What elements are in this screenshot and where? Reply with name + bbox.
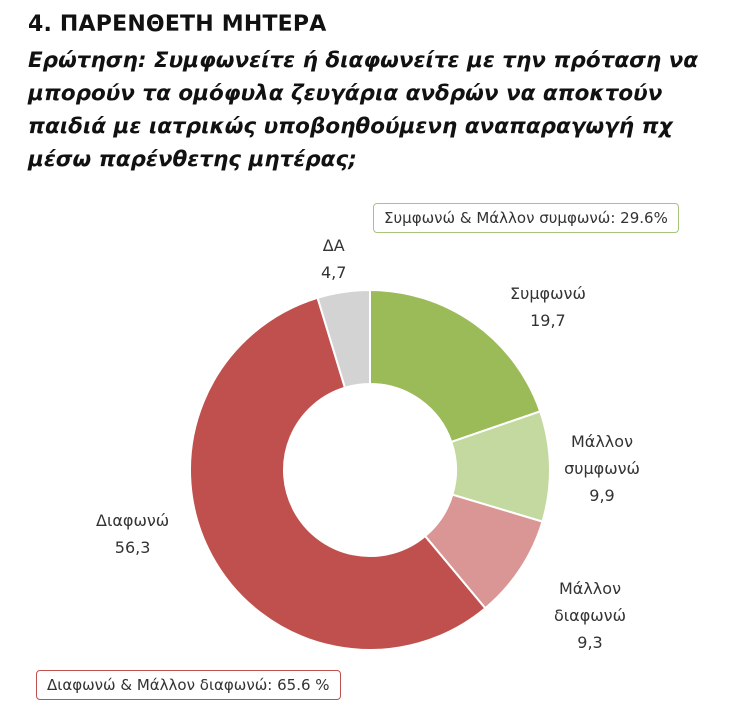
disagree-total-annotation: Διαφωνώ & Μάλλον διαφωνώ: 65.6 %	[36, 670, 341, 700]
slice-label-rather-agree: Μάλλον συμφωνώ 9,9	[564, 432, 640, 505]
slice-dk	[316, 288, 371, 389]
slice-agree	[369, 288, 542, 444]
slice-disagree	[189, 296, 487, 651]
slice-label-rather-disagree: Μάλλον διαφωνώ 9,3	[553, 579, 627, 652]
question-text: Ερώτηση: Συμφωνείτε ή διαφωνείτε με την …	[28, 48, 699, 172]
slice-label-dk: ΔΑ 4,7	[321, 236, 347, 282]
slice-label-agree: Συμφωνώ 19,7	[510, 284, 586, 330]
chart-title: 4. ΠΑΡΕΝΘΕΤΗ ΜΗΤΕΡΑ	[28, 12, 327, 37]
slice-label-disagree: Διαφωνώ 56,3	[96, 511, 170, 557]
agree-total-annotation: Συμφωνώ & Μάλλον συμφωνώ: 29.6%	[373, 203, 679, 233]
